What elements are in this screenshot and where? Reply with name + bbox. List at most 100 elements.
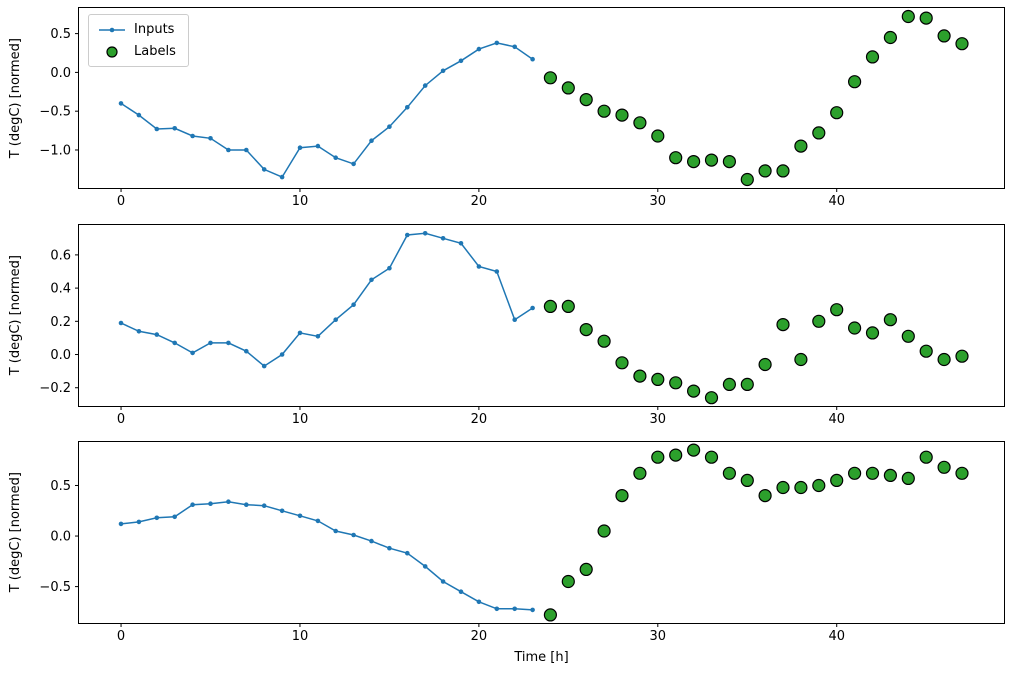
inputs-marker bbox=[422, 83, 428, 88]
labels-marker bbox=[901, 9, 915, 24]
y-axis-label-middle-box: T (degC) [normed] bbox=[4, 224, 26, 407]
labels-marker bbox=[937, 29, 951, 43]
labels-marker bbox=[919, 344, 933, 358]
inputs-marker bbox=[512, 317, 517, 322]
labels-marker bbox=[669, 376, 683, 390]
y-tick-label: −0.5 bbox=[39, 105, 71, 120]
inputs-marker bbox=[118, 521, 124, 527]
labels-marker bbox=[561, 299, 575, 314]
inputs-marker bbox=[315, 334, 321, 339]
labels-marker bbox=[919, 450, 933, 464]
legend-label-inputs: Inputs bbox=[134, 22, 175, 37]
inputs-marker bbox=[333, 155, 338, 160]
x-tick-label: 0 bbox=[117, 412, 125, 427]
inputs-marker bbox=[279, 508, 285, 514]
inputs-marker bbox=[440, 236, 446, 241]
inputs-marker bbox=[387, 545, 392, 551]
x-tick-label: 30 bbox=[650, 412, 667, 427]
inputs-marker bbox=[458, 241, 464, 246]
inputs-marker bbox=[530, 607, 535, 613]
inputs-line bbox=[120, 232, 534, 368]
labels-marker bbox=[669, 448, 683, 462]
legend-item-labels: Labels bbox=[98, 44, 176, 59]
labels-marker bbox=[669, 151, 683, 165]
labels-marker bbox=[686, 384, 701, 398]
inputs-marker bbox=[494, 40, 500, 46]
labels-marker bbox=[830, 303, 844, 317]
inputs-marker bbox=[279, 174, 285, 180]
inputs-marker bbox=[118, 320, 124, 326]
labels-marker bbox=[543, 71, 557, 85]
labels-marker bbox=[686, 443, 701, 457]
inputs-marker bbox=[190, 502, 195, 507]
inputs-marker bbox=[405, 550, 410, 556]
inputs-marker bbox=[315, 143, 321, 149]
legend: Inputs Labels bbox=[88, 14, 189, 67]
labels-marker bbox=[740, 377, 754, 391]
inputs-marker bbox=[494, 269, 500, 274]
y-axis-label-top-box: T (degC) [normed] bbox=[4, 7, 26, 189]
inputs-marker bbox=[208, 501, 213, 506]
labels-marker bbox=[579, 562, 593, 577]
inputs-marker bbox=[387, 124, 392, 129]
subplot-bottom: 0 10 20 30 40 0.5 0.0 −0.5 bbox=[39, 441, 1005, 644]
labels-marker bbox=[543, 299, 557, 314]
inputs-marker bbox=[440, 68, 446, 74]
y-axis-label-bottom-box: T (degC) [normed] bbox=[4, 441, 26, 624]
x-tick-label: 0 bbox=[117, 194, 125, 209]
inputs-marker bbox=[172, 514, 177, 520]
inputs-marker bbox=[369, 277, 374, 283]
y-tick-label: 0.2 bbox=[50, 315, 71, 330]
labels-marker bbox=[615, 108, 629, 122]
labels-marker bbox=[847, 75, 862, 89]
inputs-marker bbox=[369, 138, 374, 143]
inputs-marker bbox=[226, 147, 231, 153]
labels-marker bbox=[901, 329, 915, 343]
inputs-marker bbox=[154, 332, 160, 337]
x-tick-label: 10 bbox=[292, 629, 309, 644]
subplot-middle: 0 10 20 30 40 0.6 0.4 0.2 0.0 −0.2 bbox=[39, 224, 1005, 427]
labels-marker bbox=[651, 372, 665, 386]
y-tick-label: 0.6 bbox=[50, 248, 71, 263]
labels-marker bbox=[722, 466, 737, 480]
labels-marker bbox=[561, 574, 575, 589]
labels-marker bbox=[633, 369, 647, 383]
labels-marker bbox=[919, 11, 933, 25]
y-axis-label-middle: T (degC) [normed] bbox=[7, 255, 23, 376]
labels-marker bbox=[579, 322, 593, 337]
plot-canvas: 0 10 20 30 40 0.5 0.0 −0.5 bbox=[39, 443, 969, 644]
inputs-marker bbox=[297, 145, 303, 150]
inputs-marker bbox=[136, 519, 142, 525]
labels-marker bbox=[937, 352, 951, 367]
inputs-marker bbox=[261, 167, 267, 172]
inputs-marker bbox=[422, 564, 428, 569]
inputs-marker bbox=[333, 317, 338, 322]
x-tick-label: 40 bbox=[828, 629, 845, 644]
inputs-marker bbox=[387, 265, 392, 271]
x-tick-label: 20 bbox=[471, 629, 488, 644]
x-tick-label: 40 bbox=[828, 412, 845, 427]
labels-marker bbox=[543, 608, 557, 622]
inputs-marker bbox=[154, 126, 160, 132]
inputs-marker bbox=[297, 330, 303, 336]
inputs-marker bbox=[351, 302, 356, 307]
inputs-marker bbox=[208, 136, 213, 141]
legend-label-labels: Labels bbox=[134, 44, 176, 59]
y-tick-label: −1.0 bbox=[39, 143, 71, 158]
y-tick-label: −0.5 bbox=[39, 580, 71, 595]
inputs-marker bbox=[136, 329, 142, 334]
plot-canvas: 0 10 20 30 40 0.5 0.0 −0.5 −1.0 bbox=[39, 9, 969, 209]
labels-marker bbox=[633, 116, 647, 130]
inputs-marker bbox=[136, 112, 142, 118]
inputs-marker bbox=[440, 579, 446, 584]
labels-marker bbox=[651, 129, 665, 143]
labels-marker bbox=[812, 314, 826, 328]
inputs-marker bbox=[530, 305, 535, 311]
labels-marker bbox=[776, 164, 790, 178]
inputs-marker bbox=[476, 599, 482, 605]
labels-marker bbox=[865, 326, 880, 340]
labels-marker bbox=[955, 466, 969, 480]
inputs-marker bbox=[172, 340, 177, 346]
labels-marker bbox=[615, 356, 629, 370]
labels-marker bbox=[686, 155, 701, 169]
